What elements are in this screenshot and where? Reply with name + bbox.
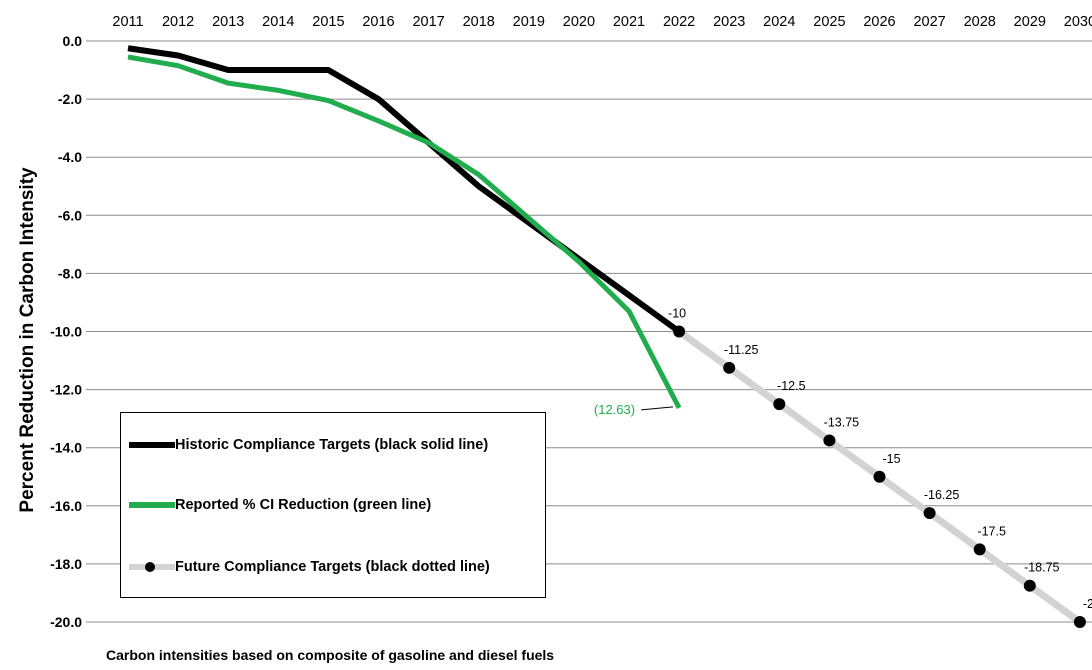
y-tick-label: -2.0: [58, 91, 82, 107]
y-tick-label: -10.0: [50, 324, 82, 340]
x-tick-label: 2016: [362, 14, 394, 30]
y-tick-label: -18.0: [50, 556, 82, 572]
future-point: [973, 543, 986, 556]
x-tick-label: 2012: [162, 14, 194, 30]
future-point: [923, 507, 936, 520]
x-tick-label: 2023: [713, 14, 745, 30]
x-tick-label: 2022: [663, 14, 695, 30]
x-tick-label: 2018: [463, 14, 495, 30]
y-tick-label: -20.0: [50, 614, 82, 630]
data-label: -11.25: [724, 343, 759, 357]
annotation: (12.63): [594, 402, 674, 417]
legend-label: Future Compliance Targets (black dotted …: [175, 559, 490, 575]
legend-label: Reported % CI Reduction (green line): [175, 497, 432, 513]
future-point: [873, 470, 886, 483]
annotation-leader: [641, 406, 674, 411]
data-points: [673, 325, 1086, 628]
data-label: -12.5: [777, 379, 806, 393]
annotation-label: (12.63): [594, 402, 635, 417]
data-label: -20: [1083, 597, 1092, 611]
x-tick-label: 2025: [813, 14, 845, 30]
data-label: -16.25: [924, 488, 959, 502]
y-tick-label: -8.0: [58, 265, 82, 281]
x-tick-labels: 2011 2012 2013 2014 2015 2016 2017 2018 2019 2020…: [112, 14, 1092, 30]
y-tick-labels: 0.0 -2.0 -4.0 -6.0 -8.0 -10.0 -12.0 -14.0 -16.0 -…: [50, 33, 82, 630]
legend-swatch-historic: [129, 433, 175, 457]
data-label: -13.75: [824, 415, 859, 429]
future-point: [823, 434, 836, 447]
future-point: [1073, 616, 1086, 628]
legend: Historic Compliance Targets (black solid…: [120, 412, 546, 598]
x-tick-label: 2021: [613, 14, 645, 30]
x-tick-label: 2013: [212, 14, 244, 30]
x-tick-label: 2029: [1014, 14, 1046, 30]
future-point: [773, 398, 786, 411]
y-axis-label: Percent Reduction in Carbon Intensity: [17, 167, 38, 513]
series-historic-line: [127, 45, 681, 334]
x-tick-label: 2020: [563, 14, 595, 30]
x-tick-label: 2017: [412, 14, 444, 30]
x-tick-label: 2027: [913, 14, 945, 30]
y-tick-label: -16.0: [50, 498, 82, 514]
x-tick-label: 2019: [513, 14, 545, 30]
y-tick-label: -4.0: [58, 149, 82, 165]
future-point: [673, 325, 686, 338]
x-tick-label: 2026: [863, 14, 895, 30]
legend-label: Historic Compliance Targets (black solid…: [175, 437, 489, 453]
future-point: [1023, 579, 1036, 592]
legend-item-future: Future Compliance Targets (black dotted …: [129, 555, 490, 579]
data-label: -18.75: [1024, 561, 1059, 575]
future-point: [723, 361, 736, 374]
legend-swatch-reported: [129, 493, 175, 517]
legend-item-reported: Reported % CI Reduction (green line): [129, 493, 431, 517]
x-tick-label: 2011: [112, 14, 143, 30]
y-tick-label: -6.0: [58, 207, 82, 223]
y-tick-label: -14.0: [50, 440, 82, 456]
y-tick-label: 0.0: [63, 33, 83, 49]
x-tick-label: 2015: [312, 14, 344, 30]
data-label: -10: [668, 307, 686, 321]
data-label: -17.5: [977, 524, 1006, 538]
footnote: Carbon intensities based on composite of…: [106, 647, 555, 663]
series-reported-line: [127, 54, 682, 410]
x-tick-label: 2024: [763, 14, 795, 30]
x-tick-label: 2014: [262, 14, 294, 30]
y-tick-label: -12.0: [50, 382, 82, 398]
data-labels: -10 -11.25 -12.5 -13.75 -15 -16.25 -17.5 -18.75…: [668, 307, 1092, 612]
legend-item-historic: Historic Compliance Targets (black solid…: [129, 433, 488, 457]
legend-swatch-future: [129, 555, 175, 579]
x-tick-label: 2028: [964, 14, 996, 30]
data-label: -15: [882, 452, 900, 466]
